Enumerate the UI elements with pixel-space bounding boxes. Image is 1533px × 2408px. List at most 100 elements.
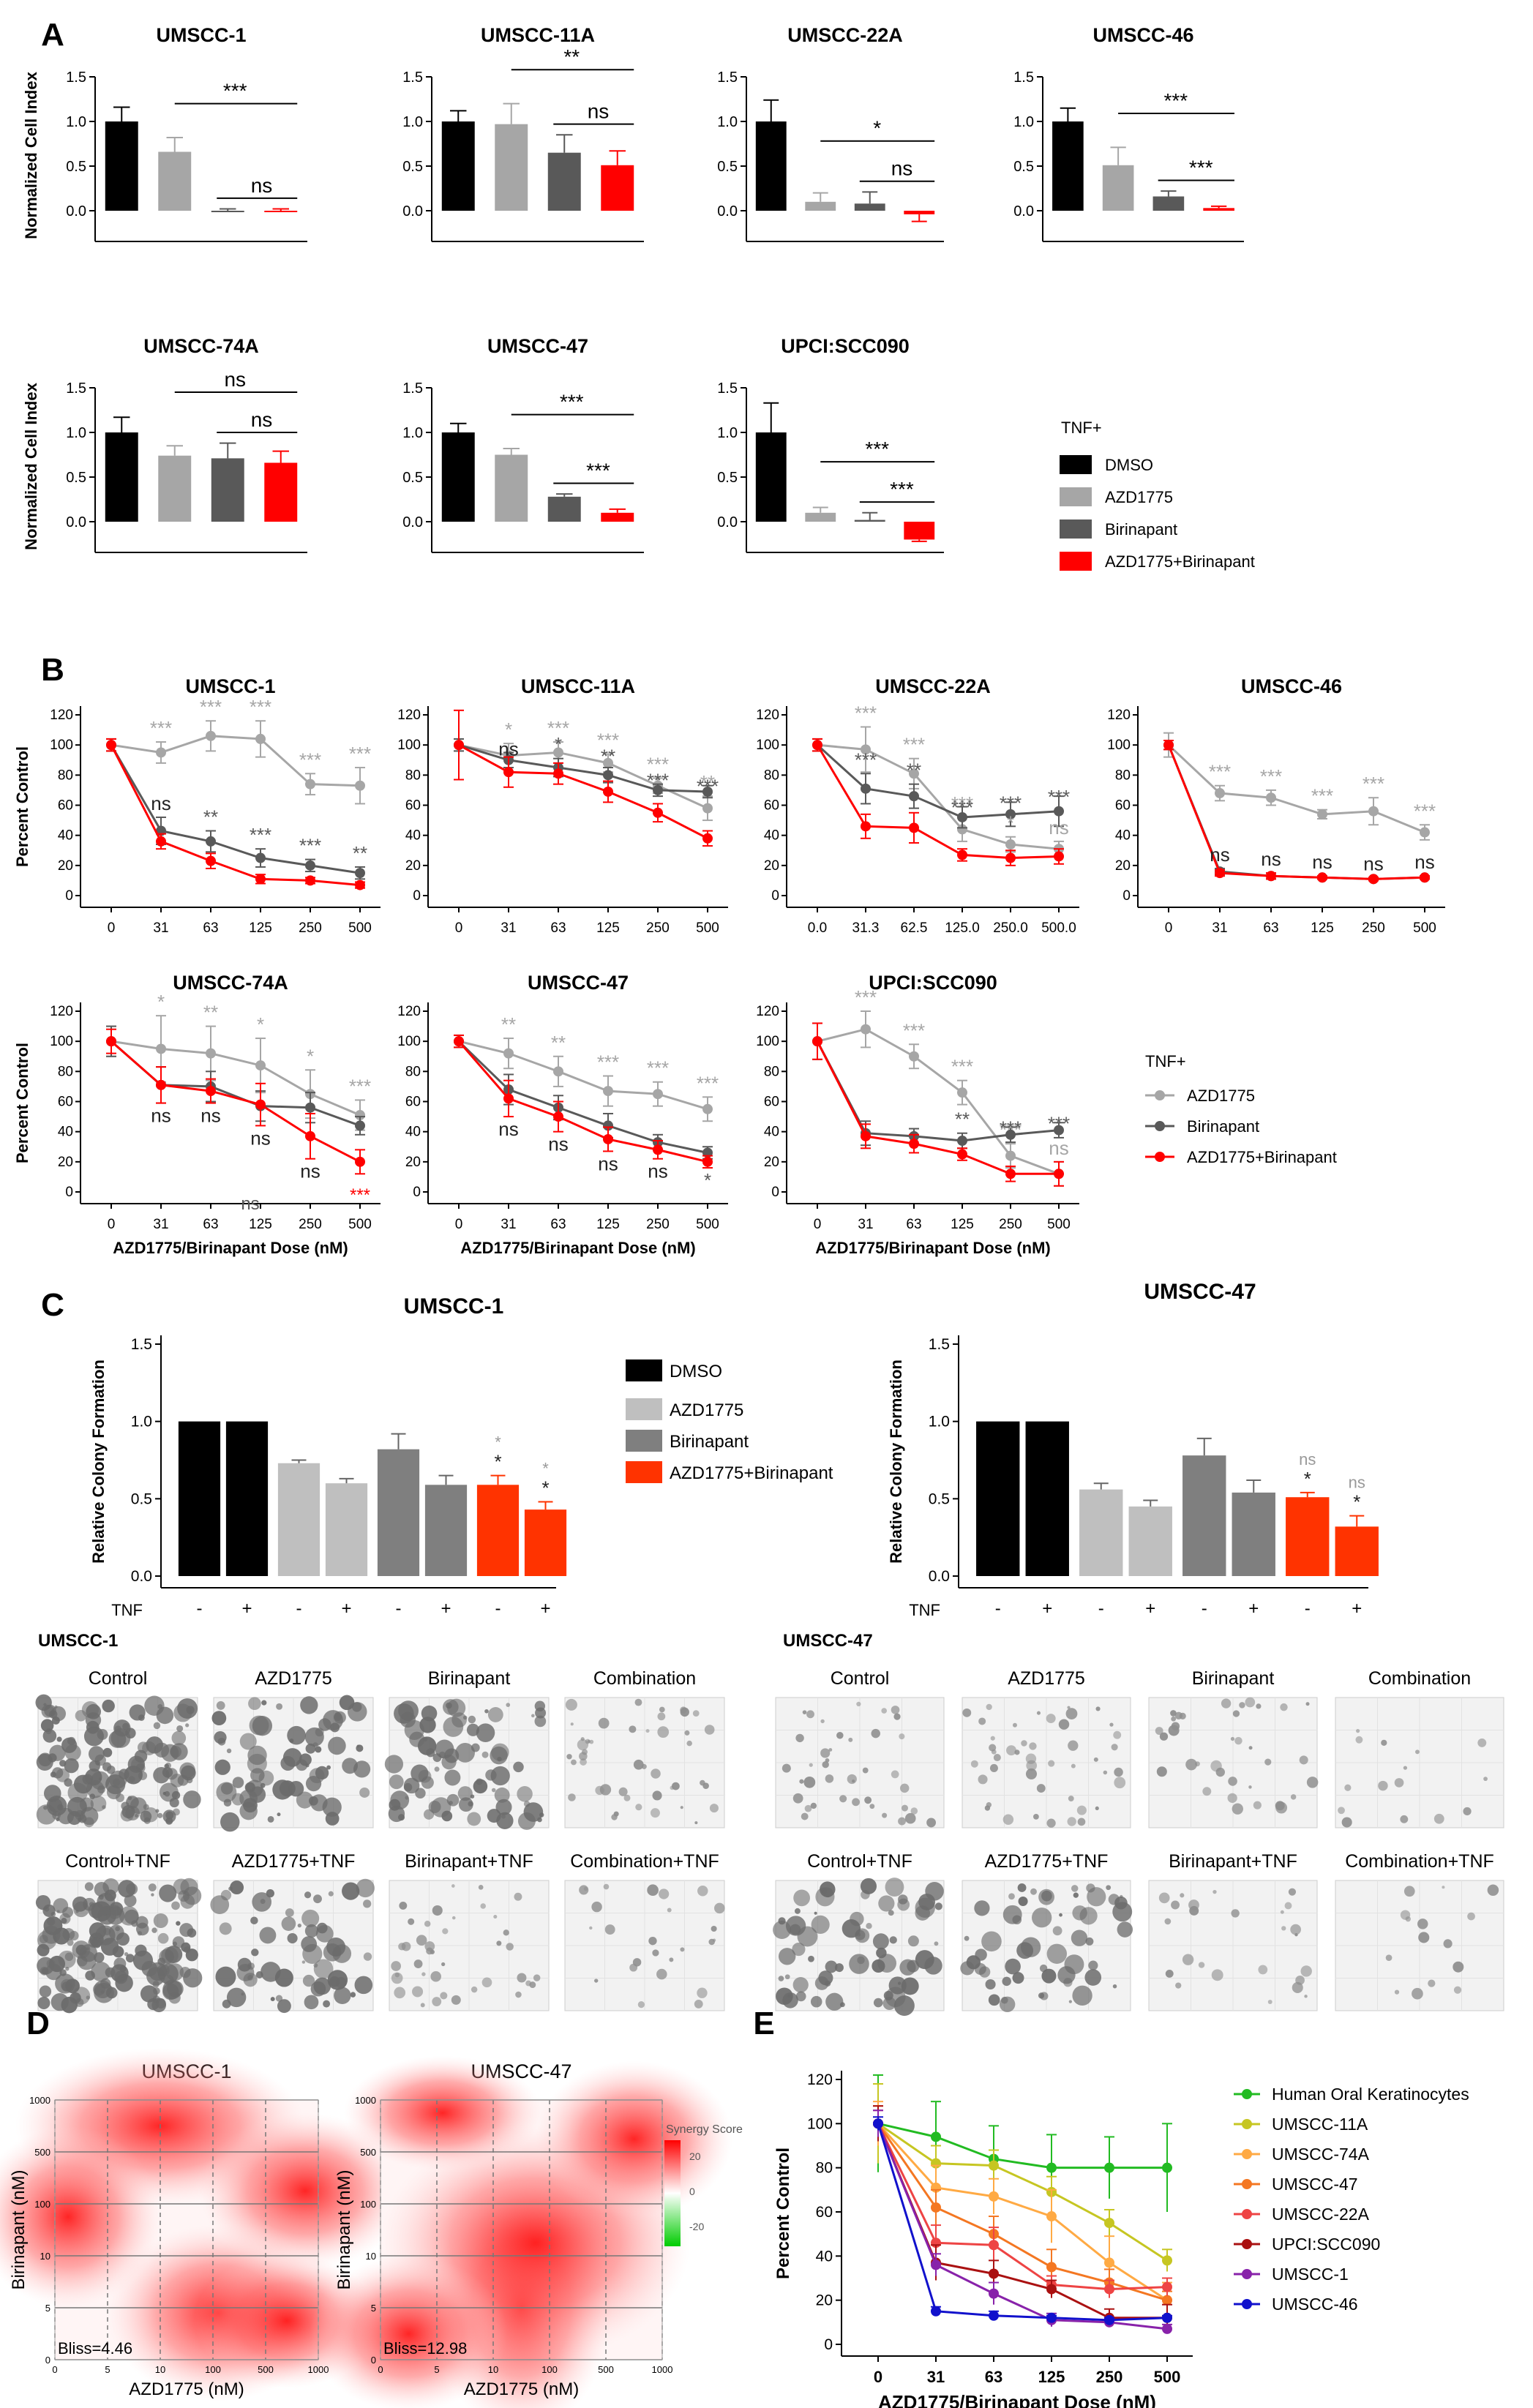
colony [241, 1992, 244, 1996]
synergy-region [535, 2060, 733, 2217]
colony [37, 1943, 50, 1957]
sig-label: * [542, 1460, 549, 1478]
colony [1400, 1815, 1409, 1823]
legend-title: TNF+ [1145, 1052, 1186, 1070]
sig-label: ** [907, 759, 921, 781]
chart-title: UMSCC-74A [173, 972, 288, 994]
y-tick-label: 40 [405, 1125, 421, 1140]
image-caption: Combination [593, 1668, 696, 1689]
sig-label: ns [250, 1127, 270, 1149]
bliss-score: Bliss=4.46 [58, 2339, 132, 2358]
sig-label: *** [1209, 761, 1231, 783]
colony [776, 1987, 793, 2006]
colony [116, 1793, 124, 1803]
sig-label: * [495, 1433, 501, 1452]
colony [645, 1729, 650, 1733]
y-axis-label: Normalized Cell Index [22, 382, 40, 550]
tnf-mark: + [341, 1599, 351, 1619]
colony [305, 1775, 322, 1792]
legend-marker [1155, 1090, 1165, 1100]
data-point [454, 1036, 464, 1047]
colony [1306, 1777, 1319, 1788]
colony [684, 1730, 690, 1736]
chart-title: UMSCC-46 [1092, 24, 1193, 46]
colony [181, 1765, 196, 1781]
x-tick-label: 31 [153, 1217, 168, 1232]
bar-chart-a-1: UMSCC-11A 0.0 0.5 1.0 1.5 ** ns [402, 24, 644, 242]
colony [697, 1885, 708, 1897]
sig-label: ns [1312, 851, 1332, 873]
colony [825, 1980, 831, 1987]
colony [864, 1796, 872, 1804]
colony [36, 1753, 53, 1771]
colony [302, 1943, 323, 1965]
colony [899, 1959, 916, 1976]
data-point [989, 2288, 999, 2299]
colony [1299, 1755, 1308, 1765]
x-tick-label: 500 [348, 920, 372, 936]
colony [1305, 1702, 1310, 1706]
tnf-mark: + [540, 1599, 550, 1619]
sig-label: *** [350, 1185, 370, 1205]
colony [155, 1809, 160, 1813]
colony [822, 1760, 829, 1769]
sig-label: * [541, 1477, 549, 1499]
colony [44, 1704, 56, 1717]
image-caption: Birinapant+TNF [1169, 1851, 1297, 1872]
image-group-title: UMSCC-47 [783, 1631, 873, 1651]
bar [105, 432, 138, 522]
data-point [553, 1111, 563, 1122]
colony [255, 1971, 263, 1978]
x-tick-label: 0 [874, 2368, 882, 2386]
sig-label: ns [648, 1160, 667, 1182]
colony [81, 1700, 99, 1719]
bar [1182, 1455, 1226, 1576]
x-axis-label: AZD1775 (nM) [129, 2379, 244, 2399]
colony [613, 1811, 619, 1817]
colony [1065, 1708, 1078, 1719]
sig-label: * [704, 1169, 711, 1191]
sig-label: *** [200, 696, 222, 718]
colony [1290, 1924, 1301, 1935]
x-tick-label: 125 [596, 1217, 620, 1232]
colony [888, 1976, 907, 1995]
colony [260, 1899, 266, 1905]
colony [342, 1882, 360, 1900]
x-tick-label: 500 [696, 1217, 719, 1232]
colony [1058, 1719, 1070, 1730]
colony [686, 1740, 692, 1747]
panel-e-cell-line-comparison: 0 20 40 60 80 100 120 0 31 63 125 250 500 Percent Con… [773, 2071, 1469, 2408]
bar [1052, 121, 1084, 211]
colony [1275, 1801, 1288, 1814]
x-tick-label: 125 [951, 1217, 974, 1232]
data-point [603, 770, 613, 781]
sig-label: ** [203, 806, 218, 828]
colony [304, 1995, 319, 2010]
colony [67, 1736, 76, 1746]
colony [599, 1784, 612, 1796]
sig-label: ns [241, 1194, 259, 1214]
sig-label: *** [586, 460, 610, 482]
data-point [957, 1087, 967, 1098]
colony [1095, 1706, 1101, 1711]
colony [1248, 1746, 1253, 1750]
data-point [1104, 2218, 1114, 2229]
data-point [255, 733, 266, 744]
bar [1203, 208, 1234, 211]
x-tick-label: 250 [646, 1217, 670, 1232]
sig-label: ns [224, 368, 246, 391]
colony [100, 1938, 119, 1956]
colony [1227, 1793, 1237, 1803]
image-caption: Control [89, 1668, 148, 1689]
data-point [1054, 1125, 1064, 1136]
y-tick-label: 10 [40, 2251, 50, 2262]
colony [408, 1918, 415, 1925]
colony [42, 1729, 57, 1743]
y-tick-label: 1.5 [717, 380, 738, 397]
legend-title: TNF+ [1061, 419, 1102, 437]
colony [313, 1959, 334, 1979]
colony [159, 1884, 177, 1902]
synergy-map-0: UMSCC-10510100500100005101005001000Bliss… [0, 2048, 411, 2401]
data-point [702, 833, 713, 844]
colony [125, 1954, 135, 1963]
